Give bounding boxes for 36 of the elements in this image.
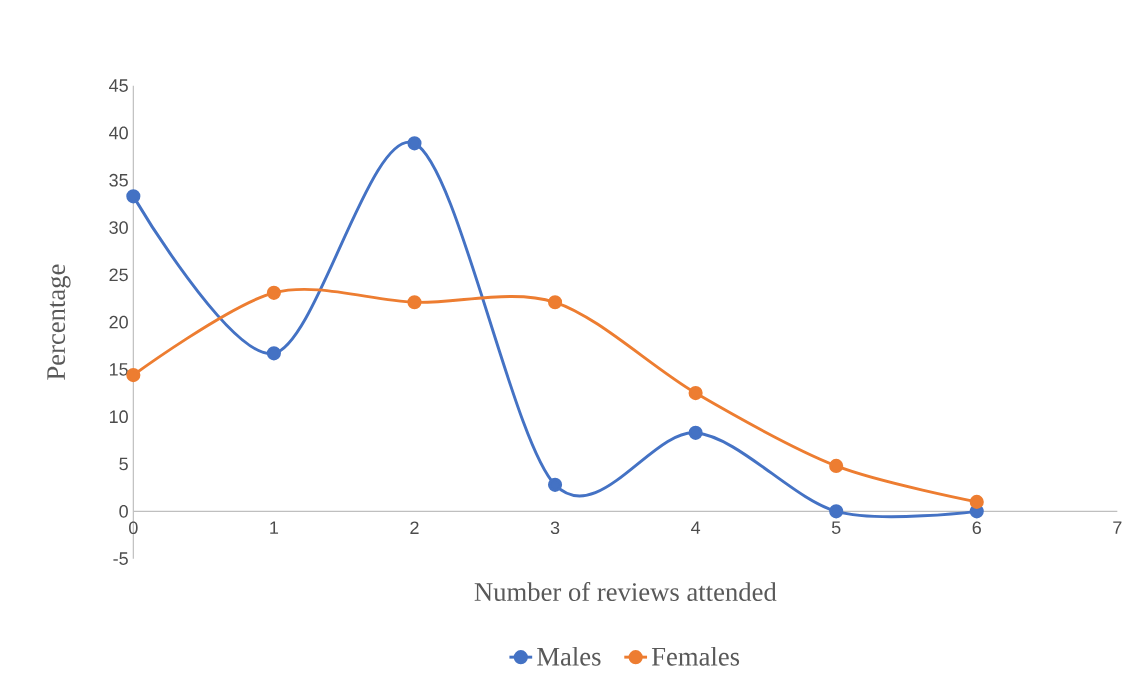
y-tick-label: 10 — [109, 410, 128, 424]
y-tick-label: 45 — [109, 79, 128, 93]
point — [407, 295, 422, 310]
x-tick-label: 7 — [1113, 521, 1122, 534]
point — [969, 494, 984, 510]
point — [547, 477, 563, 493]
point — [126, 368, 141, 383]
x-tick-label: 5 — [831, 521, 841, 535]
legend-label: Females — [651, 647, 740, 666]
y-axis-title: Percentage — [47, 264, 71, 380]
x-tick-label: 3 — [550, 521, 560, 535]
point — [266, 346, 281, 361]
y-tick-label: 5 — [119, 457, 128, 471]
legend-label: Males — [537, 647, 601, 666]
point — [688, 386, 703, 401]
x-tick-label: 0 — [129, 521, 138, 535]
y-tick-label: -5 — [113, 552, 128, 566]
point — [407, 136, 422, 151]
x-tick-label: 6 — [972, 521, 981, 535]
y-tick-label: 40 — [109, 126, 128, 140]
x-tick-label: 4 — [691, 521, 701, 534]
point — [829, 504, 844, 519]
point — [266, 285, 281, 300]
y-tick-label: 35 — [109, 173, 128, 187]
point — [547, 295, 563, 310]
point — [688, 425, 703, 441]
y-tick-label: 20 — [109, 315, 128, 329]
y-tick-label: 25 — [109, 268, 128, 282]
y-tick-label: 0 — [119, 505, 128, 518]
point — [829, 458, 844, 474]
x-tick-label: 2 — [410, 521, 419, 535]
y-tick-label: 15 — [109, 363, 128, 376]
y-tick-label: 30 — [109, 221, 128, 235]
point — [126, 189, 141, 204]
x-tick-label: 1 — [270, 521, 279, 534]
x-axis-title: Number of reviews attended — [474, 582, 777, 602]
